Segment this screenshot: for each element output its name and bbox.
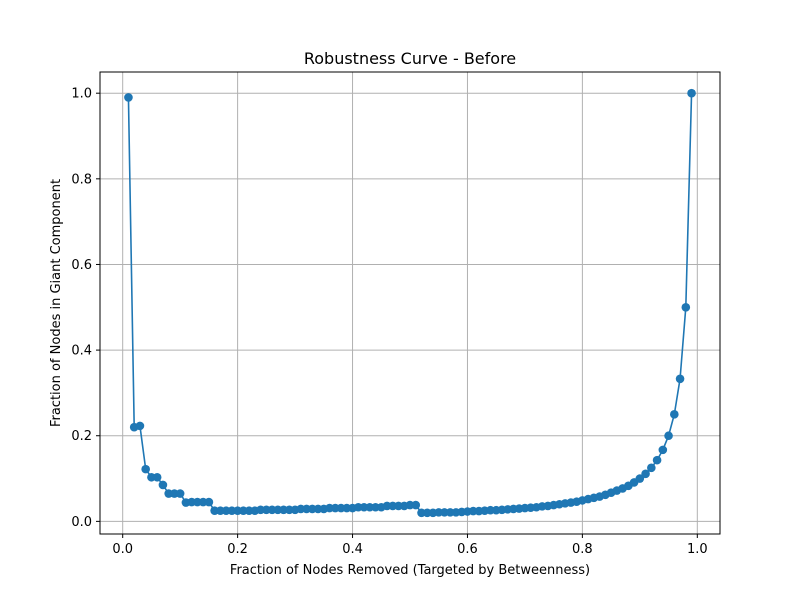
x-axis-ticks: 0.0 0.2 0.4 0.6 0.8 1.0 [112,534,708,557]
data-point [124,93,133,102]
grid-lines [100,72,720,534]
chart-title: Robustness Curve - Before [304,49,516,68]
x-axis-label: Fraction of Nodes Removed (Targeted by B… [230,563,590,578]
plot-frame [99,71,721,535]
x-tick-label: 0.0 [112,542,133,557]
x-tick-label: 0.6 [457,542,478,557]
data-point [647,463,656,473]
x-tick-label: 1.0 [687,542,708,557]
y-tick-label: 0.2 [71,429,92,444]
data-point [135,421,145,431]
data-point [635,474,645,483]
data-point [158,480,168,490]
data-point [411,500,421,510]
y-axis-ticks: 0.0 0.2 0.4 0.6 0.8 1.0 [71,87,100,530]
x-tick-label: 0.4 [342,542,363,557]
data-point [670,410,679,419]
y-tick-label: 0.6 [71,258,92,273]
data-point [152,472,162,482]
data-point [652,455,662,465]
y-tick-label: 0.4 [71,344,92,359]
y-tick-label: 0.0 [71,515,92,530]
y-axis-label: Fraction of Nodes in Giant Component [49,179,64,427]
data-point [175,489,185,498]
data-point [204,497,214,507]
data-point [675,374,685,384]
y-tick-label: 0.8 [71,172,92,187]
y-tick-label: 1.0 [71,87,92,102]
data-point [681,302,691,312]
data-series [124,88,696,518]
x-tick-label: 0.8 [572,542,593,557]
data-point [641,469,650,479]
data-point [664,431,673,441]
x-tick-label: 0.2 [227,542,248,557]
data-point [687,88,696,98]
data-point [141,464,150,474]
data-point [658,445,668,455]
